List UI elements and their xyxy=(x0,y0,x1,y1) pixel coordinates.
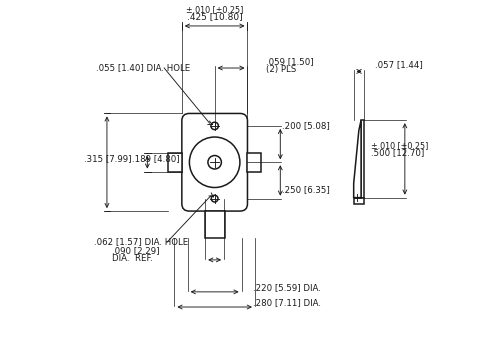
Text: .315 [7.99]: .315 [7.99] xyxy=(84,154,132,163)
Text: .280 [7.11] DIA.: .280 [7.11] DIA. xyxy=(254,298,322,307)
Text: .500 [12.70]: .500 [12.70] xyxy=(371,148,424,158)
Polygon shape xyxy=(354,120,361,198)
Text: ±.010 [±0.25]: ±.010 [±0.25] xyxy=(371,141,428,150)
Text: .425 [10.80]: .425 [10.80] xyxy=(187,12,242,21)
Text: (2) PLS: (2) PLS xyxy=(266,65,296,74)
Text: .059 [1.50]: .059 [1.50] xyxy=(266,57,314,66)
Text: ±.010 [±0.25]: ±.010 [±0.25] xyxy=(186,5,244,14)
Text: .189 [4.80]: .189 [4.80] xyxy=(132,154,179,163)
Text: .250 [6.35]: .250 [6.35] xyxy=(282,185,330,194)
Text: .200 [5.08]: .200 [5.08] xyxy=(282,121,330,130)
Text: .220 [5.59] DIA.: .220 [5.59] DIA. xyxy=(254,283,321,292)
Text: .090 [2.29]: .090 [2.29] xyxy=(112,246,160,255)
Text: .055 [1.40] DIA. HOLE: .055 [1.40] DIA. HOLE xyxy=(96,64,190,73)
Bar xyxy=(248,153,261,171)
Text: .062 [1.57] DIA. HOLE: .062 [1.57] DIA. HOLE xyxy=(94,237,188,246)
Text: .057 [1.44]: .057 [1.44] xyxy=(374,60,422,69)
Bar xyxy=(204,211,225,238)
FancyBboxPatch shape xyxy=(182,114,248,211)
Bar xyxy=(361,120,364,198)
Bar xyxy=(168,153,182,171)
Bar xyxy=(354,198,364,204)
Text: DIA.  REF.: DIA. REF. xyxy=(112,255,152,263)
